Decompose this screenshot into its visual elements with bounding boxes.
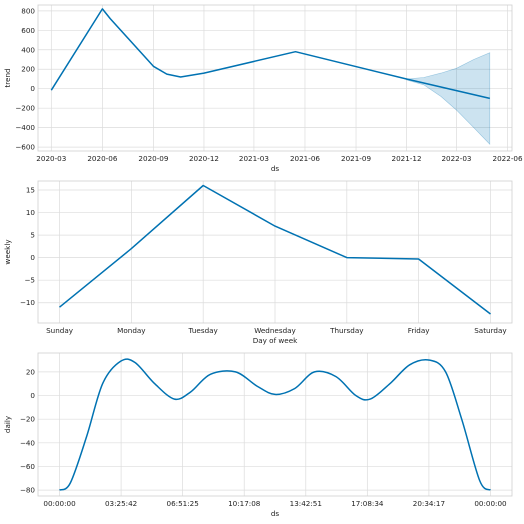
trend-y-axis-label: trend — [3, 68, 12, 87]
trend-x-tick-label: 2021-12 — [392, 154, 422, 163]
daily-x-tick-label: 00:00:00 — [43, 499, 76, 508]
daily-x-tick-label: 20:34:17 — [413, 499, 445, 508]
daily-x-tick-label: 13:42:51 — [290, 499, 322, 508]
trend-panel: 2020-03 2020-06 2020-09 2020-12 2021-03 2021-… — [3, 4, 523, 173]
daily-y-tick-label: 20 — [26, 367, 36, 376]
daily-y-axis-label: daily — [3, 415, 12, 433]
trend-uncertainty-band — [406, 52, 491, 145]
daily-x-tick-label: 17:08:34 — [351, 499, 384, 508]
weekly-x-tick-label: Monday — [117, 326, 146, 335]
daily-x-tick-label: 10:17:08 — [228, 499, 261, 508]
daily-y-tick-label: −60 — [20, 462, 36, 471]
daily-plot-area — [38, 353, 512, 496]
weekly-x-tick-label: Tuesday — [188, 326, 219, 335]
daily-panel: 00:00:00 03:25:42 06:51:25 10:17:08 13:42:51… — [3, 352, 513, 518]
weekly-x-tick-label: Saturday — [474, 326, 507, 335]
trend-y-tick-label: 400 — [21, 45, 35, 54]
trend-y-tick-label: 600 — [21, 26, 35, 35]
trend-x-tick-label: 2022-03 — [441, 154, 471, 163]
weekly-series-line — [59, 184, 491, 315]
weekly-x-tick-label: Thursday — [329, 326, 364, 335]
trend-x-tick-label: 2020-06 — [87, 154, 117, 163]
daily-x-tick-label: 00:00:00 — [474, 499, 507, 508]
daily-y-tick-label: −80 — [20, 486, 36, 495]
trend-y-tick-label: 800 — [21, 6, 35, 15]
daily-series-line — [59, 358, 491, 491]
trend-x-tick-label: 2020-09 — [138, 154, 168, 163]
weekly-y-tick-label: −5 — [24, 276, 35, 285]
trend-x-axis-label: ds — [271, 164, 280, 173]
daily-x-axis-label: ds — [271, 509, 280, 518]
trend-y-tick-label: −400 — [15, 123, 35, 132]
trend-x-tick-label: 2021-03 — [239, 154, 269, 163]
daily-y-tick-label: −20 — [20, 415, 36, 424]
weekly-x-tick-label: Wednesday — [254, 326, 296, 335]
weekly-panel: Sunday Monday Tuesday Wednesday Thursday Frid… — [3, 180, 513, 345]
weekly-y-tick-label: 10 — [26, 208, 36, 217]
weekly-y-tick-label: −10 — [20, 298, 36, 307]
daily-frame — [37, 352, 513, 497]
trend-y-tick-label: 0 — [30, 84, 35, 93]
trend-y-tick-label: 200 — [21, 65, 35, 74]
trend-series-line — [50, 8, 490, 100]
trend-x-tick-label: 2020-12 — [189, 154, 219, 163]
trend-frame — [37, 4, 513, 152]
weekly-y-axis-label: weekly — [3, 239, 12, 265]
weekly-x-tick-label: Friday — [408, 326, 431, 335]
trend-x-tick-label: 2022-06 — [493, 154, 523, 163]
trend-x-tick-label: 2021-06 — [290, 154, 320, 163]
weekly-x-tick-label: Sunday — [46, 326, 74, 335]
trend-y-tick-label: −200 — [15, 104, 35, 113]
trend-y-tick-label: −600 — [15, 143, 35, 152]
daily-x-tick-label: 03:25:42 — [105, 499, 137, 508]
weekly-y-tick-label: 15 — [26, 186, 35, 195]
daily-x-tick-label: 06:51:25 — [167, 499, 199, 508]
weekly-y-tick-label: 0 — [30, 253, 35, 262]
trend-plot-area — [38, 5, 512, 151]
daily-y-tick-label: −40 — [20, 438, 36, 447]
daily-y-tick-label: 0 — [30, 391, 35, 400]
trend-x-tick-label: 2021-09 — [341, 154, 371, 163]
trend-x-tick-label: 2020-03 — [36, 154, 66, 163]
weekly-frame — [37, 180, 513, 324]
weekly-y-tick-label: 5 — [30, 231, 35, 240]
weekly-x-axis-label: Day of week — [253, 336, 298, 345]
